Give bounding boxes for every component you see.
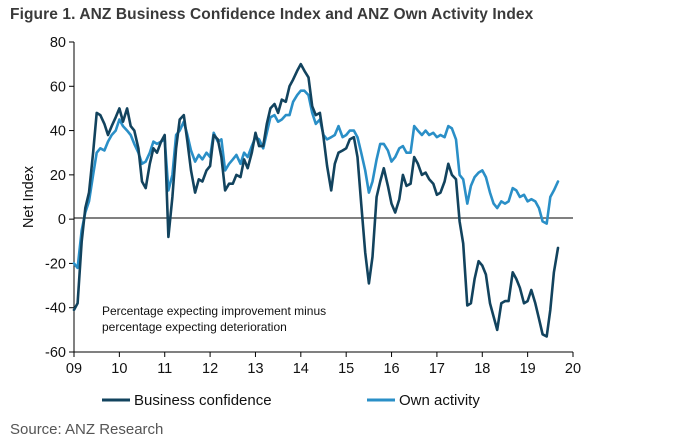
x-tick-label: 11 (157, 361, 172, 377)
x-tick-label: 14 (293, 361, 309, 377)
y-tick-label: 0 (58, 212, 66, 228)
y-tick-label: 40 (50, 124, 66, 140)
line-chart: 80 60 40 20 0 -20 -40 -60 09 10 11 12 13 14 15 16 17 18 1… (21, 35, 581, 409)
x-tick-label: 10 (111, 361, 127, 377)
annotation-line-2: percentage expecting deterioration (102, 320, 287, 334)
y-tick-label: 60 (50, 79, 66, 95)
x-tick-label: 16 (383, 361, 399, 377)
x-tick-label: 17 (429, 361, 445, 377)
y-axis-label: Net Index (21, 165, 37, 228)
y-tick-label: -20 (45, 256, 66, 272)
series-line-own-activity (72, 89, 560, 270)
y-tick-label: -40 (45, 301, 66, 317)
figure-title: Figure 1. ANZ Business Confidence Index … (10, 6, 534, 23)
legend: Business confidence Own activity (102, 392, 480, 409)
y-tick-label: 20 (50, 168, 66, 184)
y-tick-label: -60 (45, 345, 66, 361)
x-tick-label: 20 (565, 361, 581, 377)
annotation-line-1: Percentage expecting improvement minus (102, 304, 326, 318)
legend-label: Business confidence (134, 392, 272, 409)
series-line-business-confidence (72, 62, 560, 338)
y-ticks: 80 60 40 20 0 -20 -40 -60 (45, 35, 74, 361)
x-tick-label: 15 (338, 361, 354, 377)
series-lines (72, 62, 560, 338)
x-tick-label: 12 (202, 361, 218, 377)
x-tick-label: 18 (474, 361, 490, 377)
x-tick-label: 09 (66, 361, 82, 377)
legend-label: Own activity (399, 392, 480, 409)
x-ticks: 09 10 11 12 13 14 15 16 17 18 19 20 (66, 352, 581, 377)
source-note: Source: ANZ Research (10, 421, 164, 438)
x-tick-label: 13 (247, 361, 263, 377)
y-tick-label: 80 (50, 35, 66, 51)
x-tick-label: 19 (520, 361, 536, 377)
